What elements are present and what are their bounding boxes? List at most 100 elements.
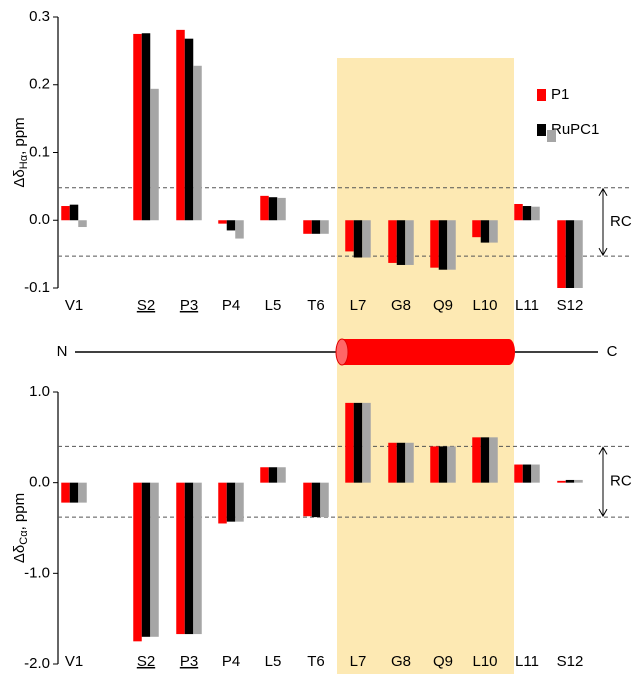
bar — [345, 220, 354, 252]
helix-start: N — [57, 343, 68, 360]
y-label-rest: , ppm — [11, 493, 28, 531]
bar — [480, 220, 490, 243]
bar — [268, 467, 278, 483]
x-tick-label: T6 — [307, 297, 325, 314]
bar — [574, 479, 583, 483]
bar — [514, 464, 523, 483]
bar — [133, 33, 142, 221]
x-tick-label: L5 — [265, 653, 282, 670]
rc-arrow-down — [598, 508, 608, 518]
bar — [396, 220, 406, 265]
bar — [268, 197, 278, 221]
bar — [311, 482, 321, 518]
y-axis-label: ΔδCα, ppm — [11, 493, 30, 563]
bar — [61, 206, 70, 221]
bar — [447, 220, 456, 270]
helix-band — [337, 58, 514, 674]
rc-arrow-down — [598, 247, 608, 257]
y-label-sub: Hα — [18, 154, 30, 169]
bar — [557, 480, 566, 483]
bar — [69, 204, 79, 221]
bar — [514, 203, 523, 221]
bar — [489, 437, 498, 483]
rc-label: RC — [610, 473, 632, 490]
x-tick-label: L11 — [515, 653, 539, 670]
y-tick-label: -0.1 — [24, 279, 50, 296]
bar — [141, 482, 151, 637]
y-tick-label: 0.0 — [29, 474, 50, 491]
bar — [260, 467, 269, 483]
bar — [438, 220, 448, 270]
helix-cylinder — [342, 339, 509, 365]
bar — [176, 482, 185, 635]
y-axis-label: ΔδHα, ppm — [11, 117, 30, 187]
helix-end: C — [607, 343, 618, 360]
legend-label: RuPC1 — [551, 121, 599, 138]
bar — [277, 197, 286, 221]
bar — [311, 220, 321, 234]
bar — [69, 482, 79, 503]
y-tick-label: 1.0 — [29, 383, 50, 400]
bar — [193, 482, 202, 635]
bar — [430, 220, 439, 268]
y-tick-label: 0.3 — [29, 8, 50, 25]
bar — [150, 88, 159, 221]
bar — [472, 220, 481, 238]
legend-swatch — [537, 89, 546, 101]
bar — [141, 33, 151, 221]
bar — [531, 206, 540, 221]
x-tick-label: L7 — [350, 297, 367, 314]
x-tick-label: S2 — [137, 653, 155, 670]
x-tick-label: V1 — [65, 297, 83, 314]
y-tick-label: -2.0 — [24, 655, 50, 672]
helix-cap-left — [335, 338, 349, 366]
bar — [176, 29, 185, 221]
y-tick-label: 0.0 — [29, 211, 50, 228]
rc-arrow-up — [598, 187, 608, 196]
x-tick-label: L7 — [350, 653, 367, 670]
y-label-sub: Cα — [18, 530, 30, 545]
x-tick-label: L11 — [515, 297, 539, 314]
bar — [405, 220, 414, 265]
bar — [235, 482, 244, 522]
legend-label: P1 — [551, 86, 569, 103]
y-tick-label: 0.1 — [29, 143, 50, 160]
bar — [303, 482, 312, 517]
bar — [260, 195, 269, 221]
bar — [522, 464, 532, 483]
x-tick-label: S2 — [137, 297, 155, 314]
bar — [277, 467, 286, 483]
bar — [531, 464, 540, 483]
bar — [362, 220, 371, 258]
x-tick-label: L10 — [472, 297, 497, 314]
x-tick-label: P4 — [222, 653, 240, 670]
bar — [78, 482, 87, 503]
bar — [150, 482, 159, 637]
x-tick-label: G8 — [391, 297, 411, 314]
bar — [447, 446, 456, 483]
x-tick-label: T6 — [307, 653, 325, 670]
bar — [235, 220, 244, 239]
x-tick-label: P4 — [222, 297, 240, 314]
bar — [438, 446, 448, 483]
bar — [303, 220, 312, 234]
bar — [353, 402, 363, 483]
bar — [480, 437, 490, 483]
x-tick-label: V1 — [65, 653, 83, 670]
bar — [565, 479, 575, 483]
bar — [78, 220, 87, 228]
bar — [574, 220, 583, 288]
y-tick-label: 0.2 — [29, 76, 50, 93]
bar — [565, 220, 575, 288]
rc-arrow-up — [598, 446, 608, 455]
x-tick-label: P3 — [180, 653, 198, 670]
bar — [226, 482, 236, 522]
bar — [522, 206, 532, 221]
x-tick-label: G8 — [391, 653, 411, 670]
bar — [193, 65, 202, 221]
bar — [430, 446, 439, 483]
bar — [345, 402, 354, 483]
bar — [362, 402, 371, 483]
y-label-main: Δδ — [11, 169, 28, 187]
